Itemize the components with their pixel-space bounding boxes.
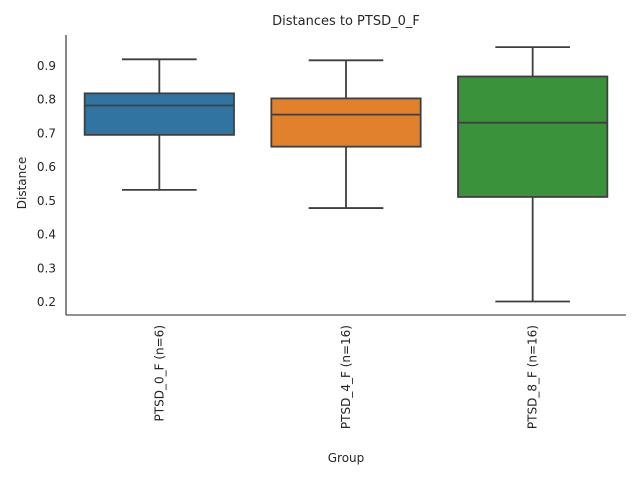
y-tick-label: 0.6 [37,160,56,174]
iqr-box [457,75,609,198]
y-tick-labels: 0.2 0.3 0.4 0.5 0.6 0.7 0.8 0.9 [37,59,56,309]
y-tick-label: 0.8 [37,93,56,107]
box-group-2 [457,46,609,303]
chart-title: Distances to PTSD_0_F [272,14,420,29]
y-tick-label: 0.2 [37,295,56,309]
iqr-box [83,92,235,136]
x-tick-label: PTSD_4_F (n=16) [339,325,353,429]
iqr-box [270,97,422,148]
y-tick-label: 0.3 [37,261,56,275]
box-group-0 [83,58,235,191]
x-tick-labels: PTSD_0_F (n=6) PTSD_4_F (n=16) PTSD_8_F (n… [152,325,539,429]
y-tick-label: 0.5 [37,194,56,208]
x-tick-label: PTSD_0_F (n=6) [152,325,166,421]
box-group-1 [270,59,422,209]
plot-area [83,46,609,303]
y-tick-label: 0.7 [37,126,56,140]
y-tick-label: 0.4 [37,228,56,242]
y-tick-label: 0.9 [37,59,56,73]
y-axis-label: Distance [15,157,29,209]
x-axis-label: Group [328,451,365,465]
x-tick-label: PTSD_8_F (n=16) [526,325,540,429]
